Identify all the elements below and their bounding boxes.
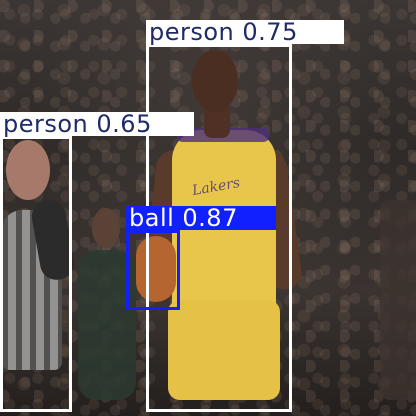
person-detection-label: person 0.65 — [0, 112, 194, 136]
background-player-head — [92, 208, 120, 248]
player-head — [192, 50, 238, 112]
player-shorts — [168, 300, 280, 400]
ball-bounding-box — [126, 230, 180, 310]
person-bounding-box — [0, 136, 72, 412]
referee-head — [6, 140, 50, 200]
basketball — [136, 236, 176, 302]
person-detection-label: person 0.75 — [146, 20, 344, 44]
ball-detection-label: ball 0.87 — [126, 206, 276, 230]
edge-player — [380, 200, 416, 400]
